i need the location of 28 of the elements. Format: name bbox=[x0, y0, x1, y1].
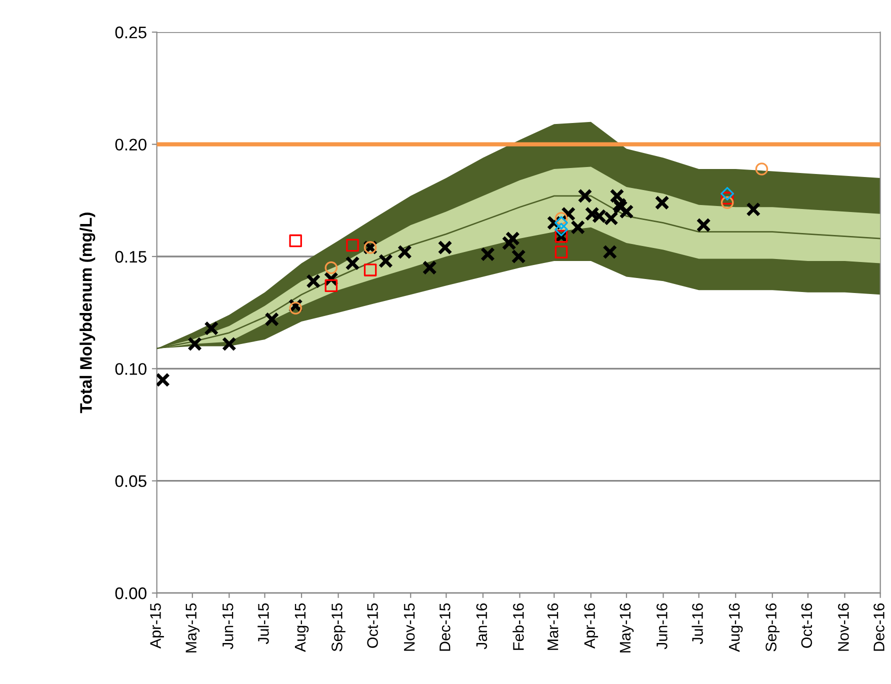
x-tick-label: Apr-16 bbox=[584, 603, 598, 649]
x-tick-label: Jun-16 bbox=[656, 603, 668, 650]
x-tick-label: Jul-15 bbox=[258, 603, 269, 644]
y-tick-label: 0.10 bbox=[115, 363, 146, 375]
x-tick-label: Dec-16 bbox=[874, 603, 884, 651]
y-tick-label: 0.15 bbox=[115, 250, 146, 263]
x-tick-label: Aug-15 bbox=[294, 603, 309, 652]
x-tick-label: Dec-15 bbox=[440, 603, 450, 651]
x-tick-label: Sep-16 bbox=[766, 603, 780, 652]
x-tick-label: Oct-16 bbox=[801, 603, 812, 648]
x-tick-label: May-16 bbox=[620, 603, 634, 652]
x-tick-label: Sep-15 bbox=[332, 603, 346, 652]
x-tick-label: Oct-15 bbox=[367, 603, 378, 648]
y-tick-label: 0.00 bbox=[115, 587, 146, 600]
x-tick-label: Apr-15 bbox=[150, 603, 164, 649]
x-tick-label: Jul-16 bbox=[692, 603, 703, 644]
x-tick-label: Aug-16 bbox=[728, 603, 743, 652]
y-axis-title: Total Molybdenum (mg/L) bbox=[80, 212, 96, 414]
y-tick-label: 0.25 bbox=[115, 26, 146, 38]
x-tick-label: Nov-15 bbox=[404, 603, 415, 651]
x-tick-label: Nov-16 bbox=[838, 603, 849, 651]
x-tick-label: Jan-16 bbox=[476, 603, 488, 650]
x-tick-label: Feb-16 bbox=[512, 603, 524, 650]
x-tick-label: Jun-15 bbox=[222, 603, 234, 650]
y-tick-label: 0.05 bbox=[115, 475, 146, 488]
x-tick-label: Mar-16 bbox=[547, 603, 558, 650]
x-tick-label: May-15 bbox=[186, 603, 200, 652]
y-tick-label: 0.20 bbox=[115, 138, 146, 151]
